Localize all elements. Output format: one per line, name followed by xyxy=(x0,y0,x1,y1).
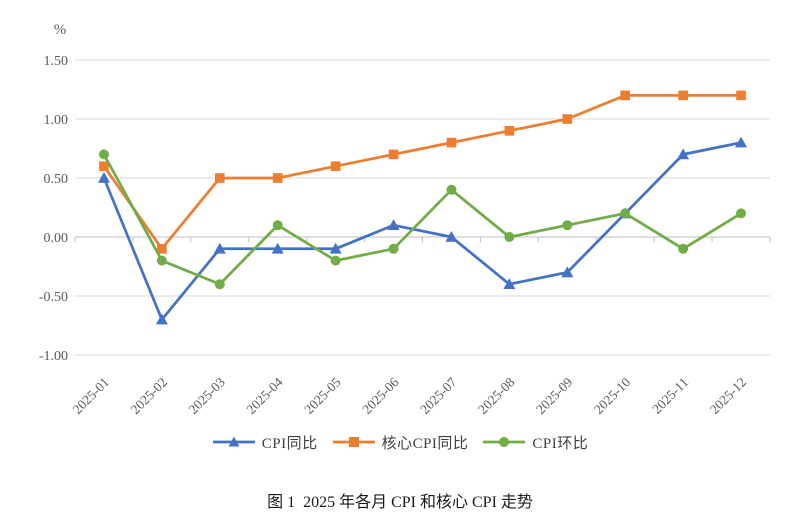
legend-item-cpi-yoy: CPI同比 xyxy=(212,432,318,453)
data-point-CPI同比 xyxy=(387,219,400,230)
data-point-CPI环比 xyxy=(736,208,747,219)
data-point-CPI环比 xyxy=(214,279,225,290)
data-point-核心CPI同比 xyxy=(736,90,746,101)
x-tick-label: 2025-09 xyxy=(533,374,576,417)
data-point-CPI环比 xyxy=(620,208,631,219)
x-tick-label: 2025-07 xyxy=(417,374,460,417)
legend-label-cpi-mom: CPI环比 xyxy=(532,435,589,452)
data-point-CPI同比 xyxy=(271,242,284,254)
figure-caption: 图 1 2025 年各月 CPI 和核心 CPI 走势 xyxy=(267,494,533,511)
data-point-核心CPI同比 xyxy=(504,126,515,136)
x-tick-label: 2025-03 xyxy=(185,374,228,417)
cpi-line-chart: 1.50 1.00 0.50 0.00 -0.50 -1.00% 2025-01 2025-0… xyxy=(39,22,771,417)
data-point-CPI环比 xyxy=(98,149,109,160)
x-tick-label: 2025-12 xyxy=(707,375,749,417)
legend-label-core-cpi-yoy: 核心CPI同比 xyxy=(381,435,469,452)
x-tick-label: 2025-05 xyxy=(301,374,344,417)
legend-item-core-cpi-yoy: 核心CPI同比 xyxy=(332,432,469,453)
data-point-CPI同比 xyxy=(503,278,516,289)
x-tick-label: 2025-11 xyxy=(649,375,691,417)
data-point-核心CPI同比 xyxy=(330,161,341,171)
series-line-CPI环比 xyxy=(102,153,742,286)
x-tick-label: 2025-06 xyxy=(359,374,402,417)
data-point-CPI环比 xyxy=(156,255,167,266)
y-tick-label: 0.50 xyxy=(44,172,69,187)
data-point-核心CPI同比 xyxy=(99,161,109,171)
data-point-核心CPI同比 xyxy=(620,90,631,101)
x-tick-label: 2025-02 xyxy=(128,375,170,417)
data-point-CPI环比 xyxy=(562,220,573,231)
data-point-核心CPI同比 xyxy=(446,137,457,148)
y-tick-label: 1.50 xyxy=(44,54,69,69)
y-axis-unit-label: % xyxy=(54,22,67,38)
data-point-核心CPI同比 xyxy=(678,90,688,101)
data-point-CPI环比 xyxy=(504,232,515,242)
data-point-CPI同比 xyxy=(213,242,226,254)
line-circle-marker-icon xyxy=(483,437,526,447)
data-point-CPI环比 xyxy=(446,184,457,195)
data-point-CPI同比 xyxy=(155,313,168,325)
x-tick-label: 2025-10 xyxy=(591,374,634,417)
y-tick-label: 1.00 xyxy=(44,113,69,128)
data-point-核心CPI同比 xyxy=(388,149,399,160)
y-tick-label: 0.00 xyxy=(44,231,69,246)
data-point-CPI同比 xyxy=(561,266,574,278)
data-point-CPI同比 xyxy=(329,242,342,254)
legend-item-cpi-mom: CPI环比 xyxy=(482,432,588,453)
data-point-CPI同比 xyxy=(445,231,458,242)
x-tick-label: 2025-08 xyxy=(475,374,518,417)
series-line-核心CPI同比 xyxy=(102,94,742,251)
x-tick-label: 2025-04 xyxy=(243,374,286,417)
y-tick-label: -1.00 xyxy=(39,349,68,364)
chart-legend: CPI同比 核心CPI同比 CPI环比 xyxy=(0,430,800,454)
line-triangle-marker-icon xyxy=(212,436,255,447)
data-point-核心CPI同比 xyxy=(214,173,225,183)
data-point-核心CPI同比 xyxy=(272,173,283,183)
x-tick-label: 2025-01 xyxy=(70,375,112,417)
legend-label-cpi-yoy: CPI同比 xyxy=(261,435,318,452)
data-point-核心CPI同比 xyxy=(157,244,167,254)
line-square-marker-icon xyxy=(332,437,375,447)
series-line-CPI同比 xyxy=(102,141,742,321)
data-point-CPI环比 xyxy=(388,243,399,254)
data-point-CPI同比 xyxy=(677,148,690,160)
data-point-CPI同比 xyxy=(97,172,110,183)
data-point-核心CPI同比 xyxy=(562,114,573,124)
y-tick-label: -0.50 xyxy=(39,290,68,305)
data-point-CPI环比 xyxy=(678,243,689,254)
data-point-CPI环比 xyxy=(272,220,283,231)
data-point-CPI环比 xyxy=(330,255,341,266)
data-point-CPI同比 xyxy=(735,136,748,148)
